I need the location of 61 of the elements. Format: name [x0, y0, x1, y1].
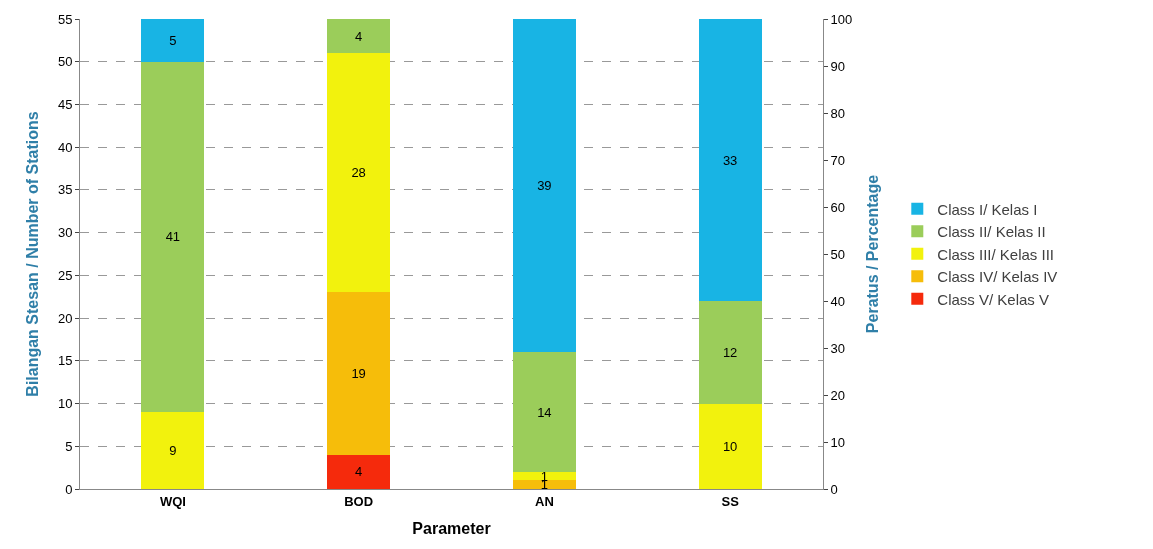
data-label: 19: [351, 366, 366, 382]
bar: [327, 19, 391, 54]
legend-label: Class V/ Kelas V: [937, 290, 1050, 308]
bar: [512, 471, 576, 481]
y-tick-label: 25: [57, 267, 73, 283]
data-label: 41: [165, 229, 181, 245]
bar: [141, 412, 205, 489]
x-tick-label: SS: [721, 493, 740, 509]
y-axis-title: Bilangan Stesan / Number of Stations: [23, 111, 41, 397]
x-axis-title: Parameter: [412, 520, 491, 538]
legend-label: Class II/ Kelas II: [937, 223, 1046, 241]
y-tick-label: 15: [57, 353, 73, 369]
y-tick-label: 50: [57, 54, 73, 70]
y2-tick-label: 60: [830, 199, 846, 215]
data-label: 4: [355, 28, 363, 44]
data-label: 5: [169, 32, 177, 48]
legend-label: Class I/ Kelas I: [937, 200, 1038, 218]
y2-tick-label: 10: [830, 434, 846, 450]
bar: [512, 480, 576, 489]
bar: [698, 403, 762, 489]
y-tick-label: 5: [65, 438, 73, 454]
data-label: 10: [722, 438, 738, 454]
bar: [327, 292, 391, 455]
y-tick-label: 20: [57, 310, 73, 326]
x-tick-label: AN: [534, 493, 554, 509]
y2-tick-label: 70: [830, 152, 846, 168]
bar: [698, 301, 762, 404]
y2-axis-title: Peratus / Percentage: [864, 174, 881, 334]
y-tick-label: 45: [57, 97, 73, 112]
y-tick-label: 0: [65, 481, 73, 497]
y-tick-label: 35: [57, 182, 73, 198]
y2-tick-label: 0: [830, 481, 838, 497]
data-label: 28: [351, 165, 366, 181]
data-label: 39: [537, 178, 552, 194]
bar: [512, 19, 576, 353]
y2-tick-label: 20: [830, 387, 846, 403]
data-label: 14: [537, 404, 552, 420]
bar: [512, 352, 576, 472]
y2-tick-label: 100: [830, 11, 853, 27]
y2-tick-label: 50: [830, 246, 846, 262]
data-label: 33: [722, 152, 738, 168]
y-tick-label: 55: [57, 11, 73, 27]
x-tick-label: WQI: [159, 493, 186, 509]
bar: [698, 19, 762, 301]
legend-label: Class III/ Kelas III: [937, 245, 1055, 263]
y2-tick-label: 40: [830, 293, 846, 309]
y2-tick-label: 80: [830, 105, 846, 121]
bar: [141, 19, 205, 62]
x-tick-label: BOD: [344, 493, 374, 509]
data-label: 4: [355, 464, 363, 480]
bar: [141, 61, 205, 413]
legend-label: Class IV/ Kelas IV: [937, 268, 1058, 286]
bar: [327, 454, 391, 489]
bar: [327, 53, 391, 293]
data-label: 9: [169, 443, 177, 459]
data-label: 12: [722, 344, 738, 360]
y2-tick-label: 90: [830, 58, 846, 74]
y-tick-label: 10: [57, 396, 73, 412]
y2-tick-label: 30: [830, 340, 846, 356]
y-tick-label: 40: [57, 139, 73, 155]
y-tick-label: 30: [57, 225, 73, 241]
